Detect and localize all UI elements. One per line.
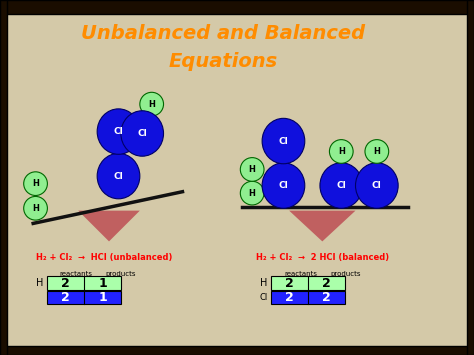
Text: 2: 2 bbox=[62, 277, 70, 290]
Text: H₂ + Cl₂  →  HCl (unbalanced): H₂ + Cl₂ → HCl (unbalanced) bbox=[36, 253, 173, 262]
Text: Cl: Cl bbox=[137, 129, 147, 138]
Ellipse shape bbox=[24, 172, 47, 196]
Text: Cl: Cl bbox=[114, 171, 123, 181]
Text: Cl: Cl bbox=[279, 137, 288, 146]
FancyBboxPatch shape bbox=[467, 0, 474, 355]
Text: Cl: Cl bbox=[372, 181, 382, 190]
Text: Cl: Cl bbox=[279, 181, 288, 190]
Text: H: H bbox=[249, 165, 255, 174]
Text: reactants: reactants bbox=[59, 271, 92, 277]
Text: H₂ + Cl₂  →  2 HCl (balanced): H₂ + Cl₂ → 2 HCl (balanced) bbox=[256, 253, 389, 262]
Text: 2: 2 bbox=[62, 291, 70, 304]
Ellipse shape bbox=[240, 181, 264, 205]
Bar bbox=[47, 277, 121, 290]
Ellipse shape bbox=[356, 163, 398, 208]
Text: Cl: Cl bbox=[259, 293, 267, 302]
FancyBboxPatch shape bbox=[0, 0, 7, 355]
Text: H: H bbox=[249, 189, 255, 198]
Ellipse shape bbox=[140, 92, 164, 116]
Bar bbox=[271, 291, 345, 304]
Text: H: H bbox=[148, 100, 155, 109]
Ellipse shape bbox=[365, 140, 389, 163]
Text: Cl: Cl bbox=[337, 181, 346, 190]
Text: reactants: reactants bbox=[284, 271, 318, 277]
Ellipse shape bbox=[97, 109, 140, 154]
Ellipse shape bbox=[262, 163, 305, 208]
Text: H: H bbox=[338, 147, 345, 156]
Text: H: H bbox=[260, 278, 267, 288]
FancyBboxPatch shape bbox=[0, 345, 474, 355]
Ellipse shape bbox=[262, 118, 305, 164]
Text: H: H bbox=[32, 204, 39, 213]
Text: products: products bbox=[106, 271, 136, 277]
Text: 2: 2 bbox=[322, 277, 330, 290]
Text: products: products bbox=[331, 271, 361, 277]
Text: 2: 2 bbox=[285, 291, 294, 304]
FancyBboxPatch shape bbox=[0, 0, 474, 14]
Text: H: H bbox=[36, 278, 44, 288]
Ellipse shape bbox=[240, 158, 264, 181]
Text: Equations: Equations bbox=[168, 52, 277, 71]
Ellipse shape bbox=[97, 153, 140, 199]
Polygon shape bbox=[78, 211, 140, 241]
Bar bbox=[271, 277, 345, 290]
Polygon shape bbox=[289, 211, 356, 241]
Bar bbox=[47, 291, 121, 304]
Ellipse shape bbox=[320, 163, 363, 208]
Ellipse shape bbox=[329, 140, 353, 163]
Text: Unbalanced and Balanced: Unbalanced and Balanced bbox=[81, 24, 365, 43]
Ellipse shape bbox=[121, 111, 164, 156]
Text: Cl: Cl bbox=[114, 127, 123, 136]
Text: H: H bbox=[374, 147, 380, 156]
Text: 2: 2 bbox=[285, 277, 294, 290]
Ellipse shape bbox=[24, 196, 47, 220]
Text: 1: 1 bbox=[98, 277, 107, 290]
Text: 2: 2 bbox=[322, 291, 330, 304]
Text: 1: 1 bbox=[98, 291, 107, 304]
Text: H: H bbox=[32, 179, 39, 188]
